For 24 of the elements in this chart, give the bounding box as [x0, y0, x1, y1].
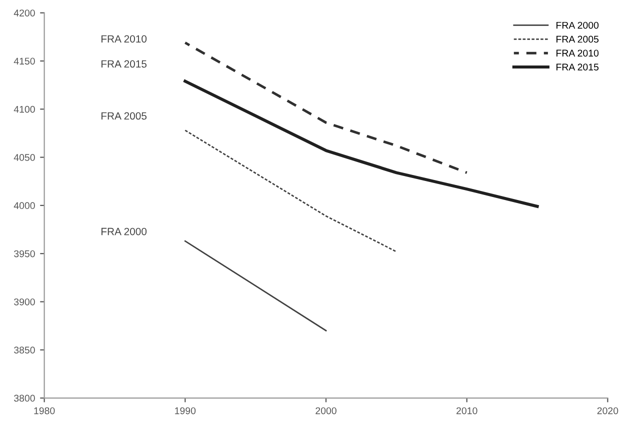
line-series: [184, 41, 468, 174]
annotation: FRA 2010: [102, 35, 147, 43]
x-tick-label: 2010: [456, 407, 478, 414]
y-tick-label: 4100: [14, 106, 35, 113]
legend-label: FRA 2000: [556, 22, 599, 29]
y-tick-label: 3950: [14, 250, 35, 258]
y-tick-label: 4000: [14, 202, 35, 210]
legend-label: FRA 2015: [556, 64, 599, 71]
annotation: FRA 2015: [102, 60, 147, 68]
line-series: [184, 80, 539, 208]
x-tick-label: 1980: [34, 407, 55, 414]
x-tick-label: 2000: [316, 407, 336, 414]
x-tick-label: 2020: [597, 407, 618, 414]
x-tick-label: 1990: [175, 407, 196, 414]
y-tick-label: 4050: [14, 154, 35, 161]
y-tick-label: 3800: [14, 394, 35, 402]
y-tick-label: 4150: [14, 58, 35, 65]
y-tick-label: 3850: [14, 346, 35, 354]
legend-label: FRA 2010: [556, 50, 599, 57]
y-tick-label: 3900: [14, 298, 35, 306]
annotation: FRA 2005: [102, 112, 147, 120]
y-tick-label: 4200: [14, 10, 35, 16]
legend-label: FRA 2005: [556, 36, 599, 43]
annotation: FRA 2000: [102, 228, 147, 236]
